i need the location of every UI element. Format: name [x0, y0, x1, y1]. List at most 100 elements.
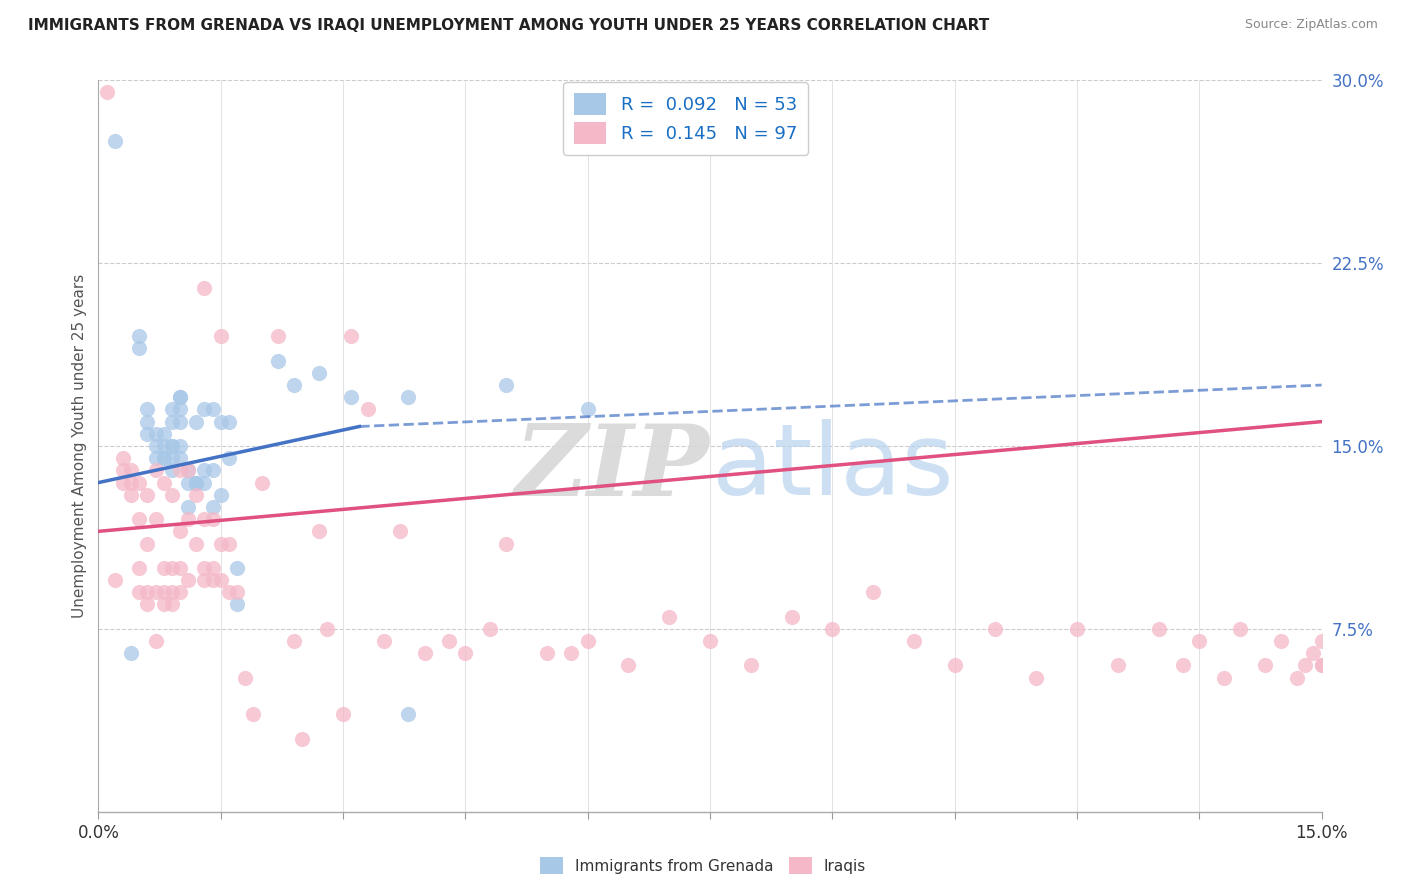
Point — [1286, 671, 1309, 685]
Point — [152, 426, 174, 441]
Point — [740, 658, 762, 673]
Point — [177, 500, 200, 514]
Point — [201, 500, 224, 514]
Point — [233, 671, 256, 685]
Point — [152, 451, 174, 466]
Point — [169, 415, 191, 429]
Point — [160, 598, 183, 612]
Point — [617, 658, 640, 673]
Point — [389, 524, 412, 539]
Point — [145, 585, 167, 599]
Point — [160, 488, 183, 502]
Point — [128, 585, 150, 599]
Point — [186, 536, 208, 550]
Point — [291, 731, 314, 746]
Point — [903, 634, 925, 648]
Point — [136, 598, 159, 612]
Point — [128, 475, 150, 490]
Point — [1107, 658, 1129, 673]
Point — [242, 707, 264, 722]
Point — [111, 451, 134, 466]
Point — [193, 561, 215, 575]
Point — [1188, 634, 1211, 648]
Point — [160, 451, 183, 466]
Point — [152, 475, 174, 490]
Point — [136, 402, 159, 417]
Point — [193, 402, 215, 417]
Point — [209, 573, 232, 587]
Point — [218, 451, 240, 466]
Point — [1212, 671, 1234, 685]
Legend: Immigrants from Grenada, Iraqis: Immigrants from Grenada, Iraqis — [534, 851, 872, 880]
Point — [136, 488, 159, 502]
Point — [984, 622, 1007, 636]
Point — [193, 475, 215, 490]
Point — [136, 415, 159, 429]
Point — [169, 390, 191, 404]
Point — [160, 439, 183, 453]
Point — [193, 280, 215, 294]
Point — [1229, 622, 1251, 636]
Point — [136, 585, 159, 599]
Point — [283, 634, 305, 648]
Point — [136, 536, 159, 550]
Text: ZIP: ZIP — [515, 420, 710, 516]
Point — [120, 475, 142, 490]
Point — [169, 561, 191, 575]
Point — [396, 390, 419, 404]
Point — [495, 536, 517, 550]
Point — [152, 561, 174, 575]
Point — [169, 451, 191, 466]
Point — [356, 402, 378, 417]
Point — [186, 475, 208, 490]
Point — [145, 439, 167, 453]
Point — [169, 439, 191, 453]
Point — [1171, 658, 1194, 673]
Point — [373, 634, 395, 648]
Point — [145, 512, 167, 526]
Point — [160, 585, 183, 599]
Point — [145, 463, 167, 477]
Point — [1294, 658, 1316, 673]
Point — [152, 439, 174, 453]
Point — [120, 488, 142, 502]
Point — [193, 573, 215, 587]
Point — [128, 342, 150, 356]
Point — [576, 634, 599, 648]
Point — [396, 707, 419, 722]
Text: Source: ZipAtlas.com: Source: ZipAtlas.com — [1244, 18, 1378, 31]
Point — [315, 622, 337, 636]
Point — [478, 622, 501, 636]
Point — [283, 378, 305, 392]
Point — [536, 646, 558, 660]
Point — [699, 634, 721, 648]
Y-axis label: Unemployment Among Youth under 25 years: Unemployment Among Youth under 25 years — [72, 274, 87, 618]
Point — [128, 329, 150, 343]
Point — [226, 585, 249, 599]
Point — [340, 329, 363, 343]
Point — [821, 622, 844, 636]
Point — [169, 463, 191, 477]
Point — [1310, 634, 1333, 648]
Point — [169, 390, 191, 404]
Point — [193, 463, 215, 477]
Point — [201, 573, 224, 587]
Point — [218, 585, 240, 599]
Point — [560, 646, 582, 660]
Point — [177, 475, 200, 490]
Point — [1253, 658, 1275, 673]
Point — [1302, 646, 1324, 660]
Point — [267, 353, 290, 368]
Point — [152, 451, 174, 466]
Point — [943, 658, 966, 673]
Point — [111, 463, 134, 477]
Point — [186, 415, 208, 429]
Point — [1310, 658, 1333, 673]
Point — [209, 329, 232, 343]
Point — [145, 451, 167, 466]
Point — [128, 561, 150, 575]
Point — [169, 524, 191, 539]
Point — [454, 646, 477, 660]
Point — [1066, 622, 1088, 636]
Point — [250, 475, 273, 490]
